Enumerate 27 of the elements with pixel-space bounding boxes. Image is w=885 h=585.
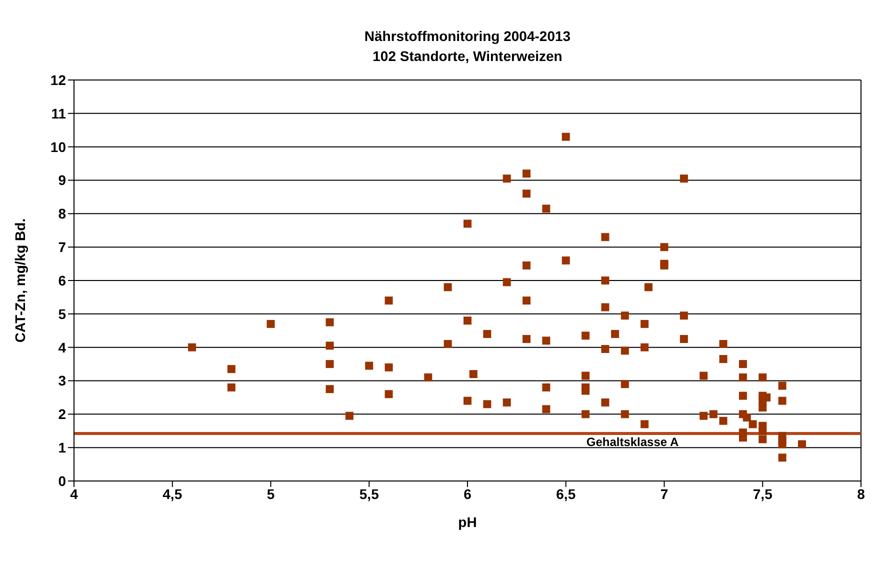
y-tick-label: 0: [58, 472, 66, 489]
x-tick-label: 8: [857, 486, 866, 502]
y-tick-label: 4: [58, 339, 66, 356]
y-tick-label: 6: [58, 272, 66, 288]
x-tick-label: 6: [464, 486, 472, 502]
x-tick-label: 7,5: [752, 486, 773, 502]
x-tick-label: 5: [266, 486, 275, 502]
y-tick-label: 9: [58, 172, 66, 188]
x-tick-label: 4,5: [162, 486, 182, 502]
y-tick-label: 5: [58, 306, 66, 322]
x-tick-label: 7: [660, 486, 668, 502]
x-tick-label: 6,5: [556, 486, 576, 502]
x-axis-title: pH: [458, 514, 477, 530]
chart-title: Nährstoffmonitoring 2004-2013: [363, 27, 572, 46]
y-tick-label: 1: [58, 440, 66, 456]
y-tick-label: 7: [58, 239, 66, 256]
y-tick-label: 2: [58, 406, 66, 422]
y-tick-label: 3: [58, 372, 66, 389]
x-tick-label: 4: [70, 486, 78, 502]
y-tick-label: 11: [51, 105, 66, 122]
chart-subtitle: 102 Standorte, Winterweizen: [372, 47, 564, 66]
y-tick-label: 10: [50, 138, 66, 155]
y-axis-title: CAT-Zn, mg/kg Bd.: [12, 218, 28, 343]
y-tick-label: 8: [58, 206, 66, 222]
x-tick-label: 5,5: [359, 486, 380, 502]
ref-line-label: Gehaltsklasse A: [586, 435, 679, 450]
y-tick-label: 12: [50, 72, 66, 88]
